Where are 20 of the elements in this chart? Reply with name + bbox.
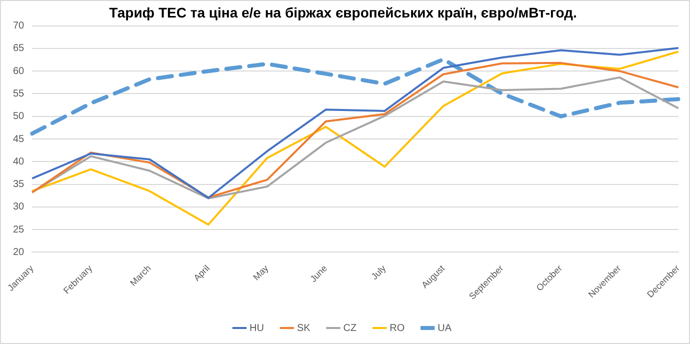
- y-tick-label: 20: [13, 246, 25, 258]
- y-tick-label: 35: [13, 179, 25, 190]
- y-tick-label: 60: [13, 66, 25, 77]
- y-tick-label: 70: [13, 20, 25, 32]
- legend-label: UA: [438, 322, 452, 334]
- legend-label: CZ: [343, 322, 357, 334]
- y-tick-label: 65: [13, 43, 25, 54]
- y-tick-label: 45: [13, 134, 25, 145]
- legend-label: RO: [390, 322, 405, 334]
- y-tick-label: 25: [13, 224, 25, 236]
- chart-title: Тариф ТЕС та ціна е/е на біржах європейських країн, євро/мВт-год.: [109, 4, 577, 20]
- x-tick-label: July: [369, 262, 388, 282]
- y-tick-label: 55: [13, 88, 25, 100]
- legend-label: HU: [250, 322, 264, 334]
- legend-label: SK: [296, 322, 311, 334]
- line-series: [30, 57, 680, 136]
- y-tick-label: 50: [13, 111, 25, 122]
- y-tick-label: 40: [13, 156, 25, 168]
- x-tick-label: May: [251, 262, 271, 282]
- y-tick-label: 30: [13, 202, 25, 213]
